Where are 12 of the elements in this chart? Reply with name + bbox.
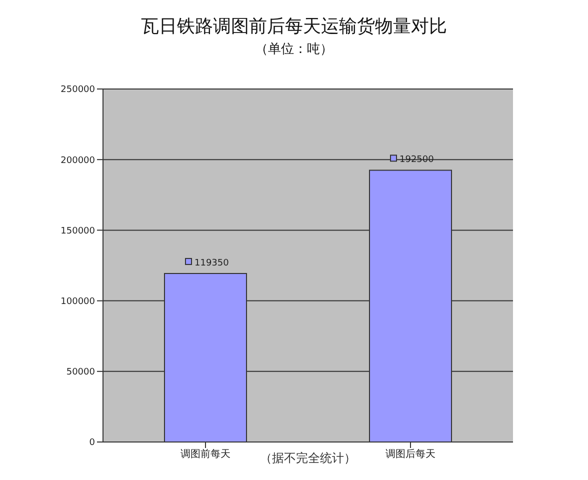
y-tick-label: 50000: [66, 368, 96, 378]
chart-title: 瓦日铁路调图前后每天运输货物量对比: [140, 15, 448, 38]
y-tick-label: 100000: [60, 296, 96, 307]
data-label: 119350: [194, 258, 230, 268]
x-tick-label: 调图后每天: [386, 448, 436, 460]
text: （据不完全统计）: [260, 451, 356, 465]
x-tick-label: 调图前每天: [180, 448, 230, 460]
y-tick-label: 250000: [60, 85, 96, 96]
y-tick-label: 200000: [60, 156, 96, 166]
y-tick-label: 0: [89, 438, 96, 448]
y-tick-label: 150000: [60, 226, 96, 236]
chart-subtitle: （单位：吨）: [254, 41, 334, 58]
